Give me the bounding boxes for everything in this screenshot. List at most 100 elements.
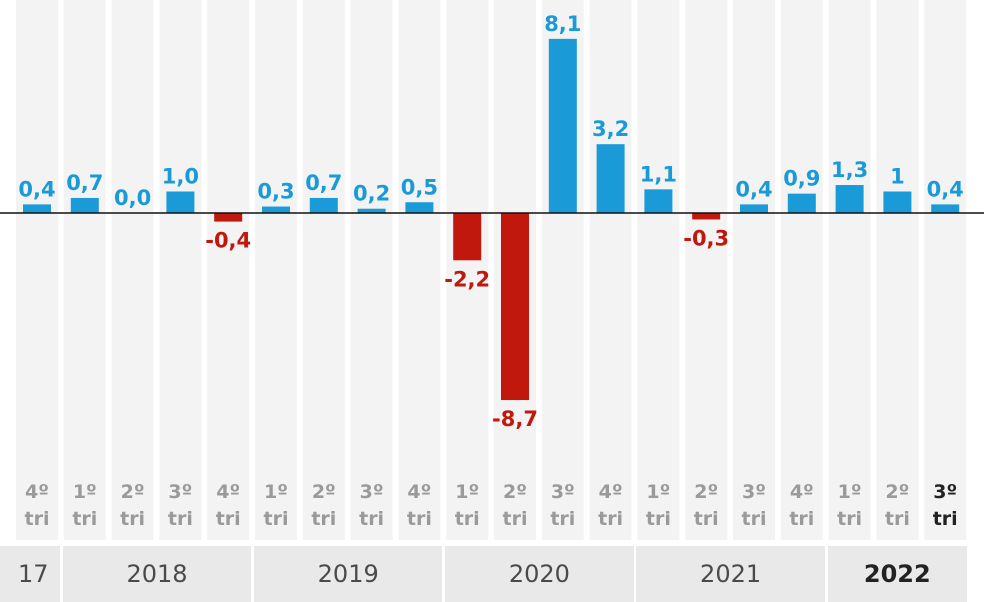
category-quarter-label: 3º bbox=[933, 481, 957, 503]
value-label: 0,0 bbox=[114, 186, 151, 210]
bar bbox=[740, 204, 768, 213]
category-quarter-label: 1º bbox=[455, 481, 479, 503]
column-bg bbox=[446, 0, 489, 540]
bar bbox=[166, 191, 195, 213]
column-backgrounds bbox=[16, 0, 967, 540]
category-tri-label: tri bbox=[885, 508, 910, 530]
category-quarter-label: 4º bbox=[599, 481, 623, 503]
category-quarter-label: 4º bbox=[790, 481, 814, 503]
category-tri-label: tri bbox=[120, 508, 145, 530]
category-quarter-label: 1º bbox=[73, 481, 97, 503]
category-tri-label: tri bbox=[742, 508, 767, 530]
bar bbox=[835, 185, 864, 213]
column-bg bbox=[780, 0, 823, 540]
bar bbox=[501, 213, 529, 401]
value-label: -0,4 bbox=[205, 229, 251, 253]
column-bg bbox=[924, 0, 967, 540]
value-label: 0,4 bbox=[735, 177, 772, 201]
column-bg bbox=[637, 0, 680, 540]
category-tri-label: tri bbox=[455, 508, 480, 530]
value-label: 8,1 bbox=[544, 12, 581, 36]
bar bbox=[548, 38, 577, 213]
category-quarter-label: 4º bbox=[407, 481, 431, 503]
category-tri-label: tri bbox=[311, 508, 336, 530]
category-tri-label: tri bbox=[216, 508, 241, 530]
category-quarter-label: 2º bbox=[694, 481, 718, 503]
gdp-quarterly-chart: 0,4 0,7 0,0 1,0 -0,4 0,3 0,7 0,2 0,5 -2,2 -8,7 8,1 3… bbox=[0, 0, 984, 540]
value-label: 0,4 bbox=[927, 177, 964, 201]
value-label: 0,7 bbox=[66, 171, 103, 195]
column-bg bbox=[350, 0, 393, 540]
bar bbox=[309, 197, 338, 213]
value-label: 1,1 bbox=[640, 162, 677, 186]
bar bbox=[644, 189, 673, 213]
bar bbox=[23, 204, 51, 213]
column-bg bbox=[302, 0, 345, 540]
bar bbox=[931, 204, 960, 213]
category-quarter-label: 2º bbox=[312, 481, 336, 503]
value-labels: 0,4 0,7 0,0 1,0 -0,4 0,3 0,7 0,2 0,5 -2,2 -8,7 8,1 3… bbox=[18, 12, 963, 431]
category-tri-label: tri bbox=[789, 508, 814, 530]
category-tri-label: tri bbox=[264, 508, 289, 530]
category-tri-label: tri bbox=[359, 508, 384, 530]
bar bbox=[596, 144, 625, 213]
value-label: 1 bbox=[890, 165, 905, 189]
column-bg bbox=[828, 0, 871, 540]
bar bbox=[405, 202, 434, 213]
value-label: -8,7 bbox=[492, 407, 538, 431]
category-quarter-label: 3º bbox=[742, 481, 766, 503]
year-label-2022: 2022 bbox=[827, 546, 967, 602]
category-tri-label: tri bbox=[837, 508, 862, 530]
category-quarter-label: 4º bbox=[25, 481, 49, 503]
bar bbox=[787, 193, 816, 213]
value-label: 0,9 bbox=[783, 167, 820, 191]
bar bbox=[692, 213, 721, 220]
category-quarter-label: 2º bbox=[121, 481, 145, 503]
value-label: 0,2 bbox=[353, 182, 390, 206]
category-tri-label: tri bbox=[550, 508, 575, 530]
category-quarter-label: 4º bbox=[216, 481, 240, 503]
bar bbox=[70, 197, 99, 213]
column-bg bbox=[207, 0, 250, 540]
category-quarter-label: 1º bbox=[264, 481, 288, 503]
column-bg bbox=[398, 0, 441, 540]
column-bg bbox=[159, 0, 202, 540]
bar bbox=[214, 213, 243, 222]
column-bg bbox=[685, 0, 728, 540]
value-label: 0,4 bbox=[18, 177, 55, 201]
bar bbox=[883, 191, 912, 213]
category-quarter-label: 1º bbox=[838, 481, 862, 503]
column-bg bbox=[16, 0, 58, 540]
column-bg bbox=[255, 0, 297, 540]
year-label-2019: 2019 bbox=[254, 546, 443, 602]
column-bg bbox=[111, 0, 154, 540]
category-quarter-label: 1º bbox=[646, 481, 670, 503]
x-axis-labels: 4º tri 1º tri 2º tri 3º tri 4º tri 1º tri 2º tri 3º tri… bbox=[25, 481, 958, 530]
value-label: 3,2 bbox=[592, 117, 629, 141]
value-label: 0,3 bbox=[257, 180, 294, 204]
category-tri-label: tri bbox=[646, 508, 671, 530]
value-label: 1,0 bbox=[162, 165, 199, 189]
bar bbox=[453, 213, 482, 261]
category-tri-label: tri bbox=[168, 508, 193, 530]
column-bg bbox=[876, 0, 919, 540]
year-label-2020: 2020 bbox=[445, 546, 634, 602]
column-bg bbox=[63, 0, 106, 540]
value-label: -2,2 bbox=[444, 267, 490, 291]
category-tri-label: tri bbox=[598, 508, 623, 530]
category-quarter-label: 3º bbox=[551, 481, 575, 503]
value-label: 0,7 bbox=[305, 171, 342, 195]
bars bbox=[23, 38, 960, 401]
category-quarter-label: 2º bbox=[503, 481, 527, 503]
year-label-2021: 2021 bbox=[636, 546, 825, 602]
category-tri-label: tri bbox=[503, 508, 528, 530]
value-label: 1,3 bbox=[831, 158, 868, 182]
category-tri-label: tri bbox=[933, 508, 958, 530]
column-bg bbox=[733, 0, 775, 540]
category-tri-label: tri bbox=[25, 508, 50, 530]
year-label-17: 17 bbox=[0, 546, 60, 602]
category-quarter-label: 3º bbox=[360, 481, 384, 503]
value-label: 0,5 bbox=[401, 175, 438, 199]
bar bbox=[357, 208, 386, 213]
year-label-2018: 2018 bbox=[62, 546, 252, 602]
